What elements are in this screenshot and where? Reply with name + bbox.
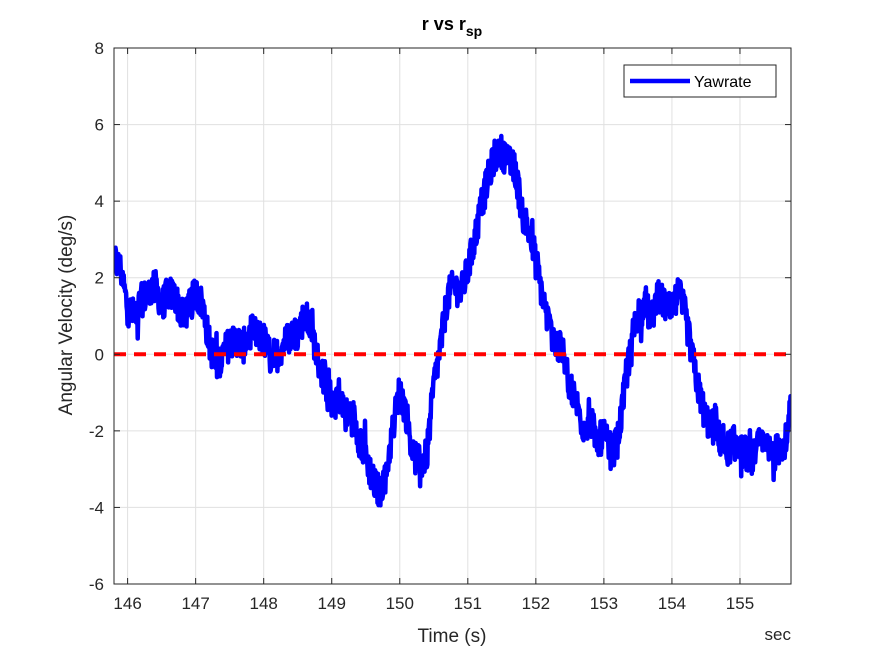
y-tick-label: 2 bbox=[95, 269, 104, 288]
y-tick-label: 4 bbox=[95, 192, 104, 211]
x-axis-ticks: 146 147 148 149 150 151 152 153 154 155 bbox=[113, 48, 754, 613]
x-tick-label: 151 bbox=[454, 594, 482, 613]
y-tick-label: 8 bbox=[95, 39, 104, 58]
chart-title-subscript: sp bbox=[466, 23, 482, 39]
legend-label-yawrate: Yawrate bbox=[694, 74, 752, 91]
x-unit-label: sec bbox=[765, 625, 792, 644]
y-tick-label: 0 bbox=[95, 345, 104, 364]
x-tick-label: 153 bbox=[590, 594, 618, 613]
x-tick-label: 155 bbox=[726, 594, 754, 613]
y-tick-label: -6 bbox=[89, 575, 104, 594]
chart-title-main: r vs r bbox=[422, 14, 466, 34]
y-tick-label: 6 bbox=[95, 116, 104, 135]
chart-title: r vs rsp bbox=[422, 14, 482, 39]
x-tick-label: 148 bbox=[250, 594, 278, 613]
y-axis-label: Angular Velocity (deg/s) bbox=[56, 215, 77, 416]
axes-box bbox=[113, 47, 792, 585]
y-tick-label: -4 bbox=[89, 498, 104, 517]
x-tick-label: 149 bbox=[318, 594, 346, 613]
plot-area: 146 147 148 149 150 151 152 153 154 155 -6 -4 -2 0 2 4… bbox=[89, 39, 792, 613]
x-axis-label: Time (s) bbox=[418, 626, 487, 647]
legend: Yawrate bbox=[623, 64, 777, 98]
x-tick-label: 146 bbox=[113, 594, 141, 613]
x-tick-label: 147 bbox=[181, 594, 209, 613]
axes-background bbox=[114, 48, 791, 584]
x-tick-label: 152 bbox=[522, 594, 550, 613]
x-tick-label: 150 bbox=[386, 594, 414, 613]
x-tick-label: 154 bbox=[658, 594, 686, 613]
y-axis-ticks: -6 -4 -2 0 2 4 6 8 bbox=[89, 39, 791, 594]
series-line-yawrate bbox=[114, 133, 791, 508]
y-tick-label: -2 bbox=[89, 422, 104, 441]
